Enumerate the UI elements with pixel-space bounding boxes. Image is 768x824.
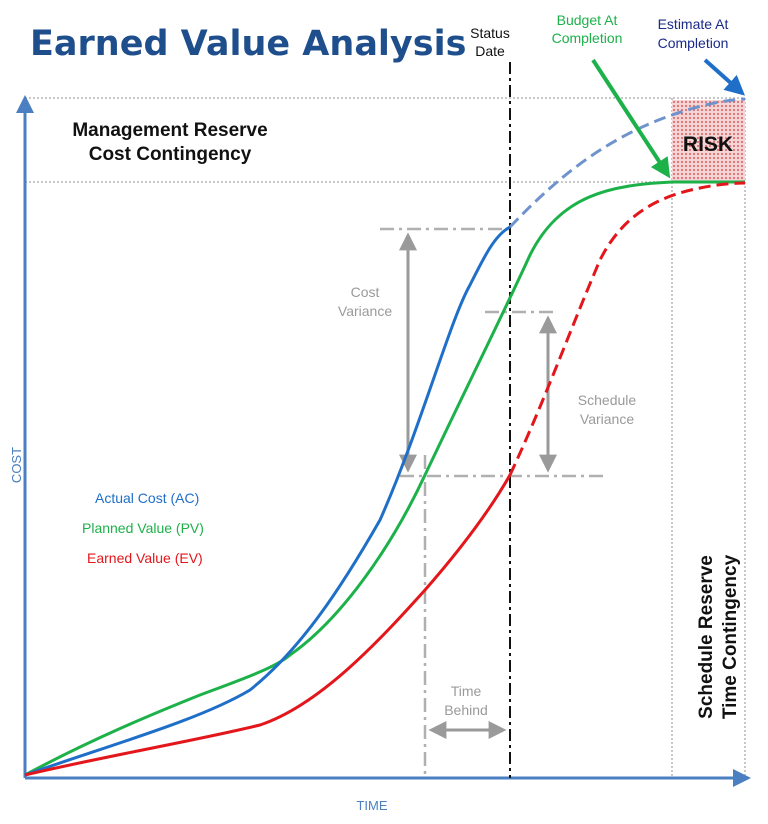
status-date-label-line1: Status: [470, 25, 510, 41]
mgmt-reserve-label-line1: Management Reserve: [72, 120, 267, 141]
legend-earned-value: Earned Value (EV): [87, 550, 203, 566]
legend-actual-cost: Actual Cost (AC): [95, 490, 199, 506]
actual-cost-curve: [24, 225, 511, 777]
bac-arrow: [591, 58, 671, 179]
schedule-reserve-label-line1: Schedule Reserve: [696, 555, 717, 719]
time-behind-label-line2: Behind: [444, 702, 488, 718]
page-title: Earned Value Analysis: [30, 24, 466, 64]
planned-value-curve: [24, 180, 745, 777]
estimate-at-completion-curve: [508, 97, 746, 229]
x-axis-label: TIME: [356, 798, 387, 813]
cost-variance-label-line1: Cost: [351, 284, 380, 300]
schedule-variance-label-line2: Variance: [580, 411, 634, 427]
legend-planned-value: Planned Value (PV): [82, 520, 204, 536]
status-date-label-line2: Date: [475, 43, 505, 59]
cost-variance-label-line2: Variance: [338, 303, 392, 319]
eac-label-line1: Estimate At: [658, 16, 729, 32]
eac-label-line2: Completion: [658, 35, 729, 51]
bac-label-line1: Budget At: [557, 12, 618, 28]
risk-box: [672, 100, 745, 182]
mgmt-reserve-label-line2: Cost Contingency: [89, 144, 252, 165]
earned-value-curve: [24, 474, 512, 777]
schedule-reserve-label-line2: Time Contingency: [720, 554, 741, 719]
time-behind-label-line1: Time: [451, 683, 482, 699]
y-axis-label: COST: [9, 447, 24, 483]
risk-label: RISK: [683, 133, 733, 156]
eac-arrow: [703, 58, 745, 96]
bac-label-line2: Completion: [552, 30, 623, 46]
earned-value-projection-curve: [508, 181, 746, 476]
schedule-variance-label-line1: Schedule: [578, 392, 637, 408]
